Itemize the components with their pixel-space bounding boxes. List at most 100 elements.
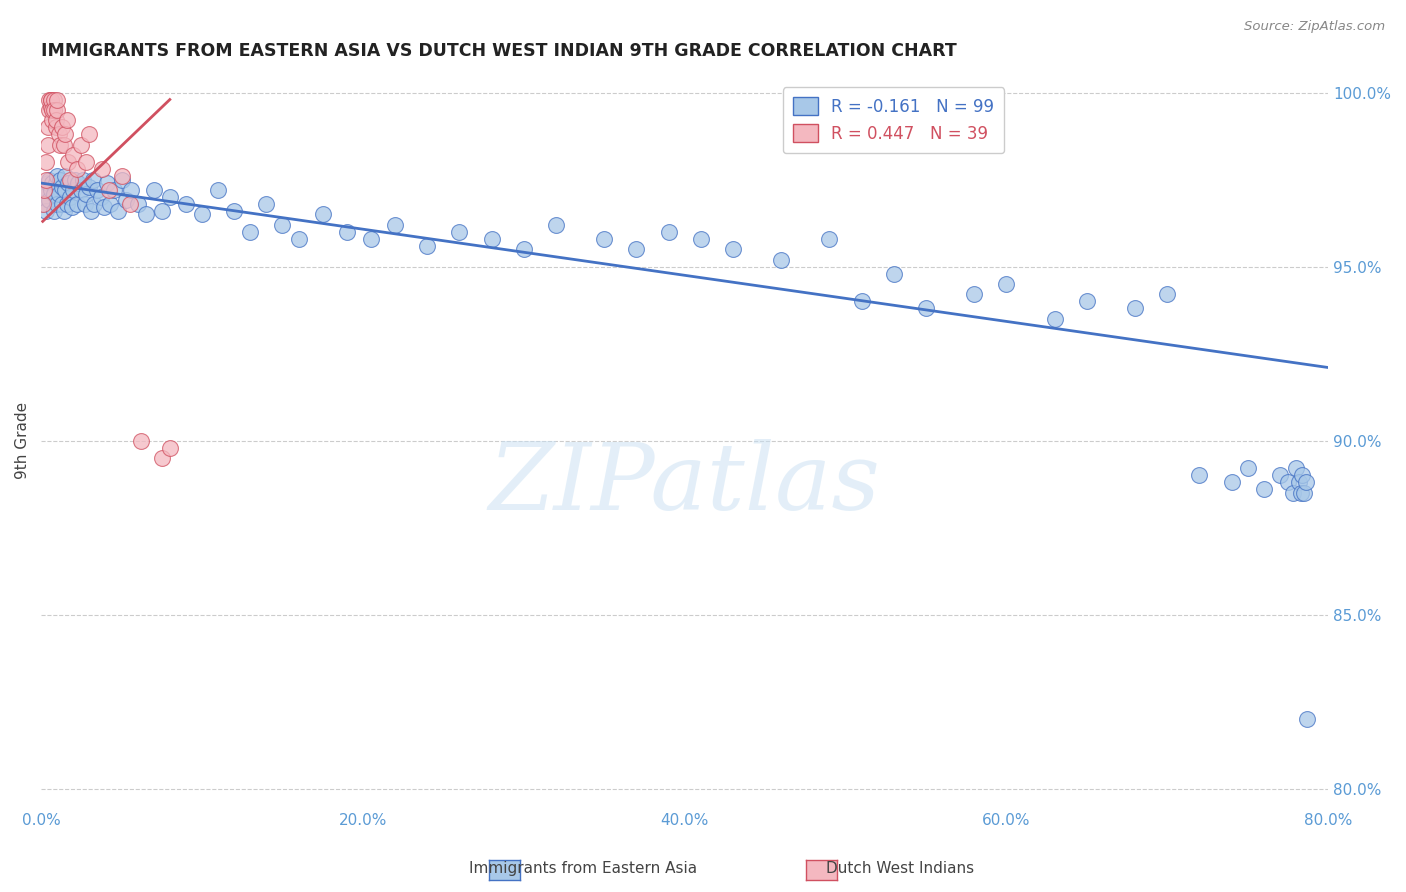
- Point: [58, 176, 80, 190]
- Point: [56, 113, 79, 128]
- Point: [70, 137, 93, 152]
- Point: [60, 201, 83, 215]
- Point: [721, 242, 744, 256]
- Point: [79, 179, 101, 194]
- Point: [53, 169, 76, 183]
- Point: [159, 190, 181, 204]
- Point: [120, 183, 142, 197]
- Point: [224, 203, 246, 218]
- Point: [657, 225, 679, 239]
- Y-axis label: 9th Grade: 9th Grade: [15, 402, 30, 479]
- Point: [83, 197, 105, 211]
- Point: [38, 194, 60, 208]
- Point: [35, 155, 58, 169]
- Point: [41, 176, 63, 190]
- Point: [107, 203, 129, 218]
- Point: [851, 294, 873, 309]
- Point: [150, 203, 173, 218]
- Point: [45, 176, 67, 190]
- Point: [254, 197, 277, 211]
- Point: [159, 441, 181, 455]
- Point: [86, 183, 108, 197]
- Point: [82, 172, 104, 186]
- Point: [1253, 483, 1275, 497]
- Point: [38, 172, 60, 186]
- Point: [62, 183, 84, 197]
- Point: [39, 183, 62, 197]
- Point: [311, 207, 333, 221]
- Point: [449, 225, 471, 239]
- Text: Immigrants from Eastern Asia: Immigrants from Eastern Asia: [470, 862, 697, 876]
- Point: [49, 137, 72, 152]
- Point: [31, 197, 53, 211]
- Point: [818, 232, 841, 246]
- Point: [98, 197, 121, 211]
- Point: [191, 207, 214, 221]
- Point: [42, 186, 65, 201]
- Text: ZIPatlas: ZIPatlas: [489, 440, 880, 530]
- Point: [1043, 311, 1066, 326]
- Point: [34, 197, 56, 211]
- Point: [73, 197, 96, 211]
- Point: [67, 176, 90, 190]
- Point: [80, 203, 103, 218]
- Text: Dutch West Indians: Dutch West Indians: [825, 862, 974, 876]
- Point: [65, 197, 87, 211]
- Text: IMMIGRANTS FROM EASTERN ASIA VS DUTCH WEST INDIAN 9TH GRADE CORRELATION CHART: IMMIGRANTS FROM EASTERN ASIA VS DUTCH WE…: [41, 42, 957, 60]
- Point: [72, 172, 94, 186]
- Point: [593, 232, 616, 246]
- Point: [1076, 294, 1098, 309]
- Point: [115, 194, 138, 208]
- Point: [207, 183, 229, 197]
- Point: [34, 183, 56, 197]
- Point: [1281, 485, 1303, 500]
- Legend: R = -0.161   N = 99, R = 0.447   N = 39: R = -0.161 N = 99, R = 0.447 N = 39: [783, 87, 1004, 153]
- Point: [239, 225, 262, 239]
- Point: [42, 203, 65, 218]
- Point: [103, 183, 125, 197]
- Point: [37, 176, 59, 190]
- Point: [513, 242, 536, 256]
- Point: [35, 183, 58, 197]
- Point: [35, 203, 58, 218]
- Point: [35, 172, 58, 186]
- Point: [75, 155, 97, 169]
- Point: [52, 137, 75, 152]
- Point: [135, 207, 157, 221]
- Point: [91, 162, 114, 177]
- Point: [150, 450, 173, 465]
- Point: [42, 103, 65, 117]
- Point: [1289, 485, 1312, 500]
- Point: [1236, 461, 1258, 475]
- Point: [1285, 461, 1308, 475]
- Point: [1156, 287, 1178, 301]
- Point: [51, 179, 73, 194]
- Point: [39, 99, 62, 113]
- Point: [31, 190, 53, 204]
- Point: [110, 172, 132, 186]
- Point: [51, 197, 73, 211]
- Point: [689, 232, 711, 246]
- Point: [48, 128, 70, 142]
- Point: [46, 197, 69, 211]
- Point: [142, 183, 165, 197]
- Point: [129, 434, 152, 448]
- Point: [59, 190, 82, 204]
- Point: [45, 120, 67, 135]
- Point: [174, 197, 197, 211]
- Point: [1296, 712, 1319, 726]
- Point: [1220, 475, 1243, 490]
- Point: [360, 232, 382, 246]
- Point: [59, 172, 82, 186]
- Point: [1123, 301, 1146, 316]
- Point: [70, 183, 93, 197]
- Point: [39, 93, 62, 107]
- Point: [65, 162, 87, 177]
- Point: [53, 183, 76, 197]
- Point: [1291, 468, 1313, 483]
- Text: Source: ZipAtlas.com: Source: ZipAtlas.com: [1244, 20, 1385, 33]
- Point: [995, 277, 1018, 291]
- Point: [110, 169, 132, 183]
- Point: [79, 128, 101, 142]
- Point: [1188, 468, 1211, 483]
